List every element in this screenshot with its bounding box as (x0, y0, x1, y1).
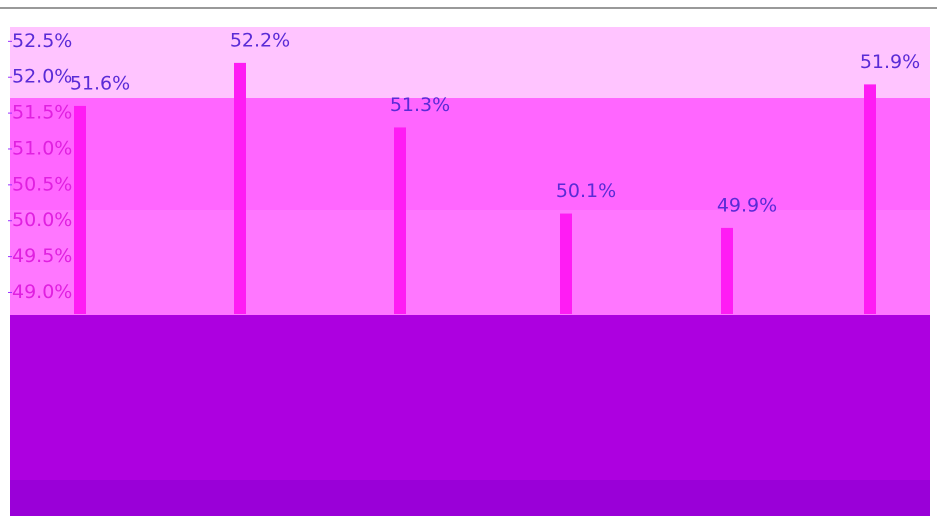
data-label: 51.6% (70, 72, 130, 94)
band (10, 27, 930, 98)
y-tick-label: 49.0% (12, 281, 72, 303)
y-tick-label: 50.0% (12, 209, 72, 231)
bar (721, 227, 733, 314)
data-label: 51.9% (860, 51, 920, 73)
data-label: 50.1% (556, 180, 616, 202)
data-label: 51.3% (390, 94, 450, 116)
bar (864, 84, 876, 315)
band (10, 480, 930, 516)
y-tick-label: 50.5% (12, 173, 72, 195)
band (10, 315, 930, 480)
bar (74, 105, 86, 314)
data-label: 52.2% (230, 29, 290, 51)
bar (560, 213, 572, 314)
data-label: 49.9% (717, 194, 777, 216)
y-tick-label: 51.0% (12, 137, 72, 159)
bar (234, 62, 246, 314)
band (10, 210, 930, 315)
band (10, 98, 930, 210)
y-tick-label: 49.5% (12, 245, 72, 267)
y-tick-label: 51.5% (12, 102, 72, 124)
y-tick-label: 52.0% (12, 66, 72, 88)
y-tick-label: 52.5% (12, 30, 72, 52)
bar (394, 127, 406, 314)
